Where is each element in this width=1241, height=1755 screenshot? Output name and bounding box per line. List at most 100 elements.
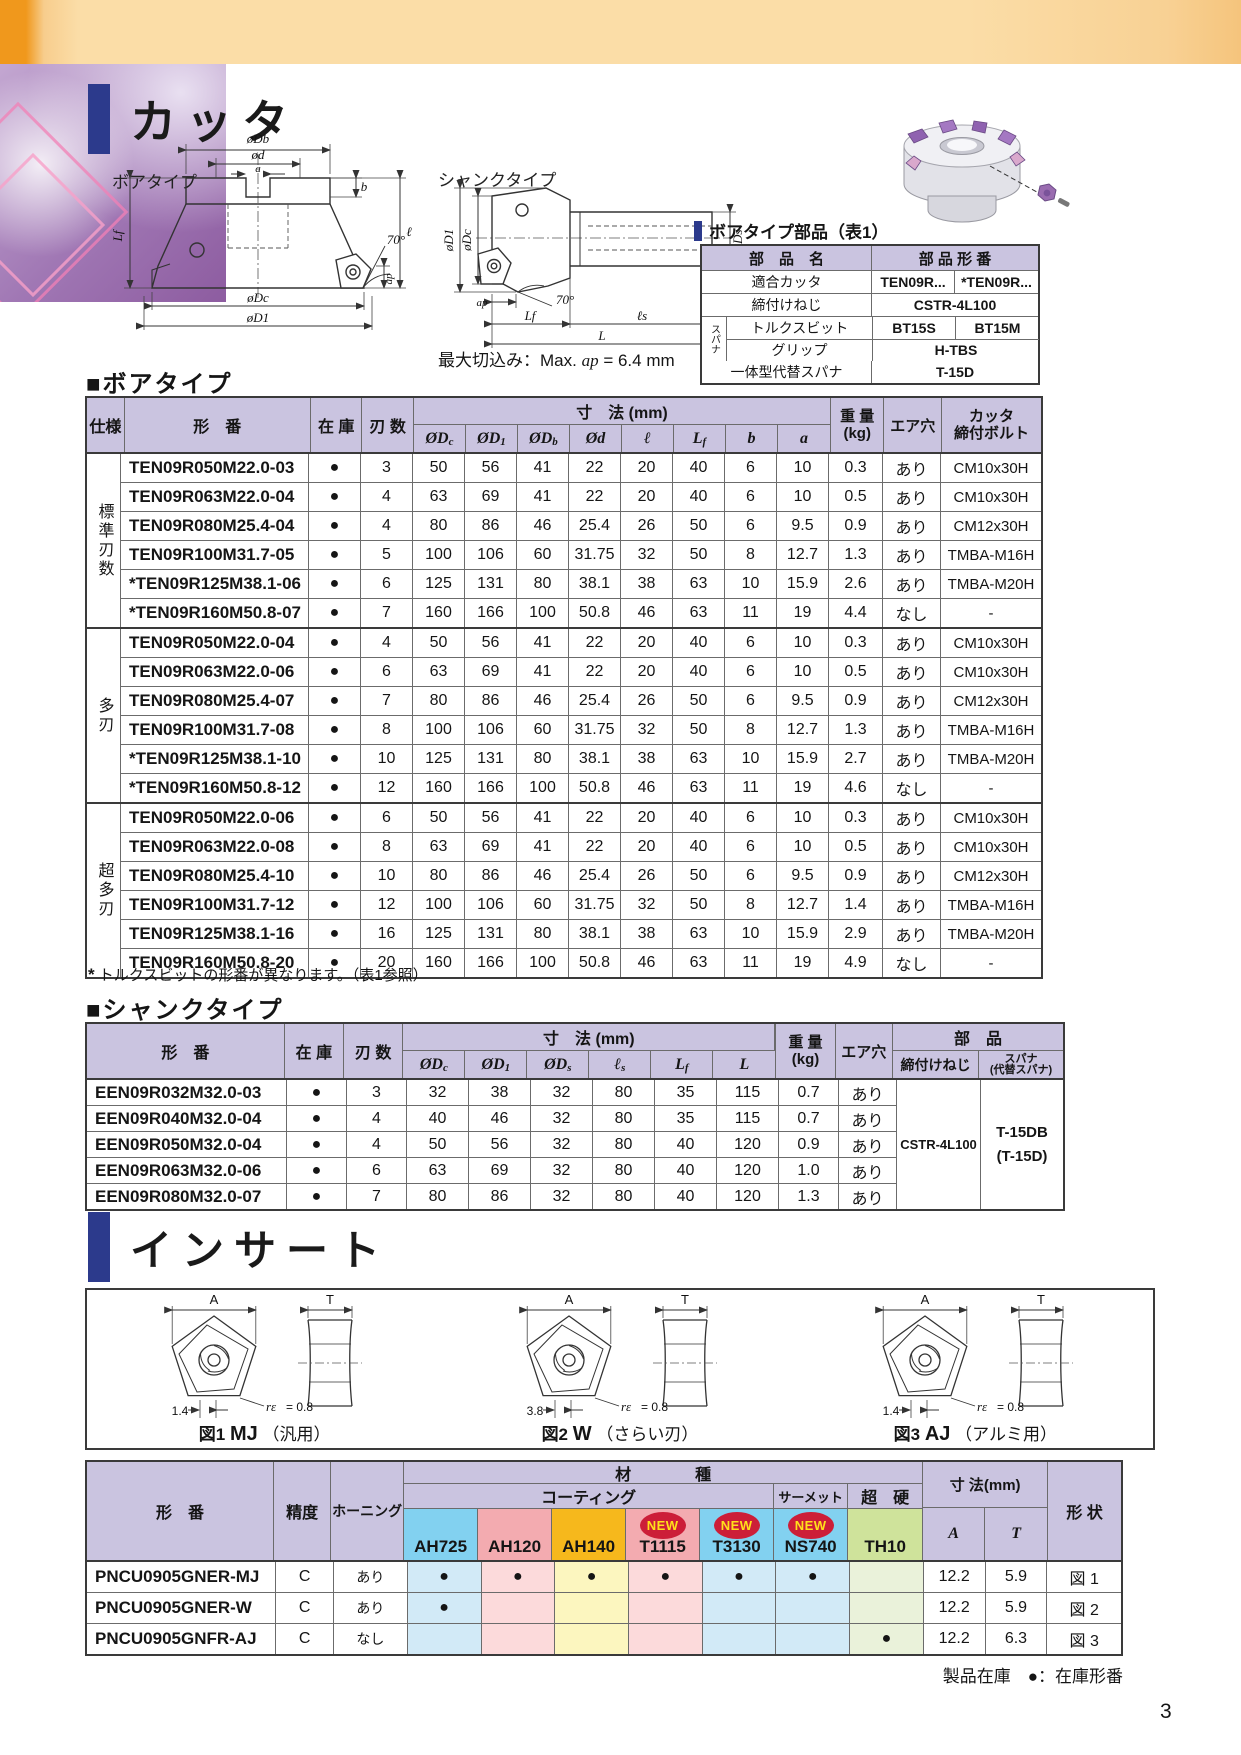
- shape-cell: 図 2: [1069, 1602, 1099, 1619]
- dimension-cell: 100: [413, 541, 465, 569]
- parts-table-title: ボアタイプ部品（表1）: [709, 223, 889, 242]
- col-weight: 重 量 (kg): [830, 398, 885, 452]
- grip-value: H-TBS: [934, 342, 978, 359]
- model-cell: *TEN09R125M38.1-06: [121, 570, 309, 598]
- figure-caption: 図3 AJ （アルミ用）: [893, 1423, 1057, 1445]
- dimension-cell: 50: [673, 687, 725, 715]
- dim-symbol: ØD: [529, 429, 553, 447]
- col-parts: 部 品 締付けねじ スパナ (代替スパナ): [892, 1024, 1063, 1078]
- air-hole-cell: あり: [883, 512, 941, 540]
- col-air-hole: エア穴: [835, 1024, 893, 1078]
- dim-subheader: Ød: [569, 425, 622, 452]
- shank-table-heading: ■シャンクタイプ: [86, 997, 284, 1024]
- dimension-cell: 160: [413, 599, 465, 627]
- row-fit-cutter: 適合カッタ TEN09R... *TEN09R...: [702, 270, 1038, 293]
- honing-cell: あり: [334, 1562, 408, 1592]
- dimension-cell: 38.1: [569, 920, 621, 948]
- table-row: *TEN09R125M38.1-06 ● 6 125 131 80 38.1 38 63 1…: [121, 569, 1041, 598]
- stock-cell: ●: [309, 774, 361, 802]
- grade-name: AH120: [488, 1537, 542, 1556]
- flutes-cell: 16: [361, 920, 413, 948]
- model-cell: TEN09R050M22.0-06: [121, 804, 309, 832]
- stock-cell: ●: [309, 949, 361, 977]
- dimension-cell: 63: [413, 483, 465, 511]
- insert-drawing: A T 1.4 rε = 0.8: [875, 1294, 1073, 1418]
- dimension-cell: 35: [655, 1106, 717, 1131]
- table-row: EEN09R050M32.0-04 ● 4 50 56 32 80 40 120 0.9 …: [87, 1131, 897, 1157]
- table-row: EEN09R040M32.0-04 ● 4 40 46 32 80 35 115 0.7 …: [87, 1105, 897, 1131]
- dimension-cell: 40: [673, 833, 725, 861]
- dimension-cell: 38: [621, 745, 673, 773]
- dimension-cell: 50: [673, 862, 725, 890]
- precision-cell: C: [276, 1562, 335, 1592]
- weight-cell: 0.3: [829, 454, 883, 482]
- dimension-cell: 115: [717, 1106, 779, 1131]
- material-mark-cell: [702, 1624, 777, 1654]
- insert-table: 形 番 精度 ホーニング 材 種 コーティング サーメット 超 硬 NEW AH…: [85, 1460, 1123, 1656]
- corner-radius-symbol: rε: [621, 1399, 632, 1414]
- air-hole-cell: なし: [883, 949, 941, 977]
- table-row: TEN09R080M25.4-04 ● 4 80 86 46 25.4 26 50 6 9.5…: [121, 511, 1041, 540]
- col-weight: 重 量 (kg): [776, 1024, 836, 1078]
- stock-cell: ●: [309, 541, 361, 569]
- dim-subheader: ØD b: [517, 425, 570, 452]
- dim-subheader: ØD c: [403, 1051, 466, 1078]
- dimension-cell: 56: [465, 804, 517, 832]
- dimension-cell: 15.9: [777, 570, 829, 598]
- parts-table-header: 部 品 名 部 品 形 番: [702, 246, 1038, 270]
- bolt-cell: CM10x30H: [953, 809, 1029, 827]
- dim-label-dc: øDc: [459, 229, 474, 252]
- corner-dim-value: 1.4: [882, 1404, 899, 1418]
- col-shape: 形 状: [1048, 1462, 1121, 1560]
- dimension-cell: 166: [465, 774, 517, 802]
- dimension-cell: 38.1: [569, 745, 621, 773]
- col-material: 材 種 コーティング サーメット 超 硬 NEW AH725 NEW AH120…: [404, 1462, 924, 1560]
- dimension-cell: 80: [593, 1184, 655, 1209]
- dimension-cell: 106: [465, 891, 517, 919]
- corner-radius-value: = 0.8: [286, 1400, 313, 1414]
- merged-screw-cell: CSTR-4L100: [897, 1080, 981, 1209]
- dimension-cell: 10: [725, 570, 777, 598]
- model-cell: TEN09R080M25.4-07: [121, 687, 309, 715]
- col-A: A: [923, 1508, 986, 1560]
- dimension-cell: 46: [621, 949, 673, 977]
- dimension-cell: 80: [413, 512, 465, 540]
- col-dimensions: 寸 法(mm) A T: [923, 1462, 1049, 1560]
- table-row: TEN09R063M22.0-08 ● 8 63 69 41 22 20 40 6 10 0.…: [121, 832, 1041, 861]
- dimension-cell: 86: [469, 1184, 531, 1209]
- dim-subheader: ØD 1: [465, 425, 518, 452]
- corner-radius-value: = 0.8: [641, 1400, 668, 1414]
- grade-name: T3130: [712, 1537, 761, 1556]
- row-clamp-screw: 締付けねじ CSTR-4L100: [702, 293, 1038, 316]
- flutes-cell: 7: [347, 1184, 407, 1209]
- insert-figure: A T 1.4 rε = 0.8 図3 AJ （アルミ用）: [863, 1294, 1088, 1446]
- dimension-cell: 22: [569, 629, 621, 657]
- insert-section-title: インサート: [88, 1212, 390, 1282]
- dimension-cell: 9.5: [777, 687, 829, 715]
- stock-cell: ●: [309, 454, 361, 482]
- alt-spanner-label: 一体型代替スパナ: [702, 361, 872, 383]
- dimension-cell: 6: [725, 483, 777, 511]
- flutes-cell: 3: [361, 454, 413, 482]
- table-row: TEN09R063M22.0-06 ● 6 63 69 41 22 20 40 6 10 0.…: [121, 657, 1041, 686]
- air-hole-cell: あり: [883, 716, 941, 744]
- dimension-cell: 125: [413, 745, 465, 773]
- air-hole-cell: あり: [883, 454, 941, 482]
- shape-cell: 図 3: [1069, 1633, 1099, 1650]
- bolt-cell: CM10x30H: [953, 634, 1029, 652]
- dimension-cell: 32: [621, 891, 673, 919]
- header-part-code: 部 品 形 番: [872, 246, 1038, 270]
- air-hole-cell: あり: [883, 891, 941, 919]
- dimension-cell: 38: [469, 1080, 531, 1105]
- dim-A-cell: 12.2: [924, 1624, 986, 1654]
- dimension-cell: 10: [725, 920, 777, 948]
- flutes-cell: 5: [361, 541, 413, 569]
- col-cermet: サーメット: [774, 1484, 849, 1508]
- air-hole-cell: あり: [839, 1080, 897, 1105]
- dimension-cell: 46: [621, 599, 673, 627]
- dimension-cell: 20: [621, 454, 673, 482]
- dim-subheader: L: [713, 1051, 776, 1078]
